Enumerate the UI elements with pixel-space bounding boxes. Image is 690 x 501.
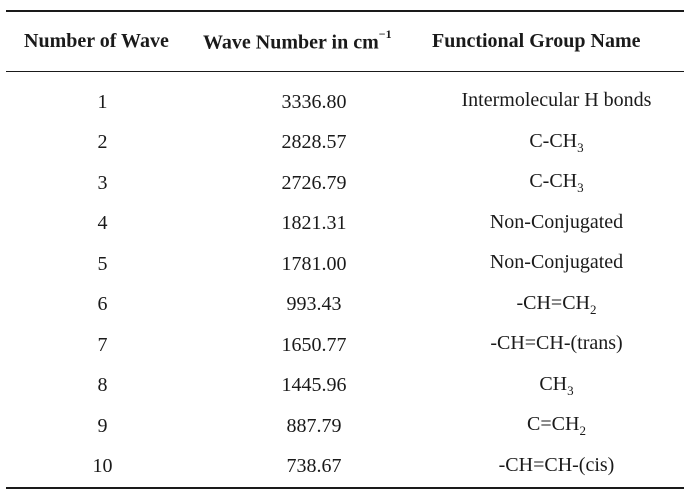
group-subscript: 3 (577, 139, 584, 155)
group-text: -CH=CH-(cis) (498, 453, 615, 476)
wave-number-cell: 1650.77 (281, 333, 347, 356)
wave-index-cell: 5 (97, 252, 108, 275)
group-subscript: 2 (579, 423, 586, 439)
wave-index-cell: 7 (97, 333, 108, 356)
table-row: 10 738.67 -CH=CH-(cis) (6, 447, 684, 488)
table-row: 5 1781.00 Non-Conjugated (6, 244, 684, 285)
functional-group-cell: -CH=CH-(cis) (429, 454, 684, 480)
functional-group-cell: -CH=CH-(trans) (429, 332, 684, 358)
wave-number-cell: 887.79 (286, 414, 342, 437)
functional-group-cell: -CH=CH2 (429, 292, 684, 318)
wave-index-cell: 8 (97, 374, 108, 397)
table-row: 9 887.79 C=CH2 (6, 406, 684, 447)
wave-index-cell: 4 (97, 212, 108, 235)
wave-number-cell: 738.67 (286, 455, 342, 478)
table-header-rule (6, 71, 684, 72)
functional-group-cell: C-CH3 (429, 170, 684, 196)
group-text: C-CH (529, 129, 578, 152)
group-text: Intermolecular H bonds (461, 89, 652, 112)
functional-group-cell: Non-Conjugated (429, 211, 684, 237)
wave-number-cell: 2726.79 (281, 171, 347, 194)
wave-number-cell: 993.43 (286, 293, 342, 316)
wave-index-cell: 6 (97, 293, 108, 316)
table-row: 6 993.43 -CH=CH2 (6, 285, 684, 326)
header-number-of-wave: Number of Wave (24, 30, 169, 52)
wave-number-cell: 1445.96 (281, 374, 347, 397)
header-wave-number-exponent: −1 (378, 27, 392, 41)
table-bottom-rule (6, 487, 684, 489)
table-top-rule (6, 10, 684, 12)
wave-index-cell: 10 (92, 455, 113, 478)
wave-index-cell: 9 (97, 414, 108, 437)
table-body: 1 3336.80 Intermolecular H bonds 2 2828.57 C… (6, 82, 684, 487)
table-row: 8 1445.96 CH3 (6, 366, 684, 407)
header-wave-number-text: Wave Number in cm (203, 31, 379, 54)
wave-number-cell: 1821.31 (281, 212, 347, 235)
table-row: 4 1821.31 Non-Conjugated (6, 204, 684, 245)
group-subscript: 2 (590, 301, 597, 317)
table-row: 1 3336.80 Intermolecular H bonds (6, 82, 684, 123)
group-text: C=CH (527, 413, 580, 436)
header-functional-group: Functional Group Name (432, 30, 641, 52)
group-text: -CH=CH (516, 291, 590, 314)
functional-group-cell: C-CH3 (429, 130, 684, 156)
group-text: C-CH (529, 170, 578, 193)
functional-group-cell: Non-Conjugated (429, 251, 684, 277)
group-text: CH (539, 372, 568, 395)
functional-group-cell: C=CH2 (429, 413, 684, 439)
functional-group-cell: Intermolecular H bonds (429, 89, 684, 115)
group-text: Non-Conjugated (489, 210, 624, 233)
group-subscript: 3 (577, 180, 584, 196)
group-text: -CH=CH-(trans) (490, 332, 623, 355)
table-row: 7 1650.77 -CH=CH-(trans) (6, 325, 684, 366)
functional-group-cell: CH3 (429, 373, 684, 399)
wave-number-cell: 2828.57 (281, 131, 347, 154)
table-row: 2 2828.57 C-CH3 (6, 123, 684, 164)
wave-number-cell: 1781.00 (281, 252, 347, 275)
wave-number-cell: 3336.80 (281, 90, 347, 113)
group-text: Non-Conjugated (489, 251, 624, 274)
wave-index-cell: 2 (97, 131, 108, 154)
table-row: 3 2726.79 C-CH3 (6, 163, 684, 204)
group-subscript: 3 (567, 382, 574, 398)
wave-index-cell: 3 (97, 171, 108, 194)
wave-index-cell: 1 (97, 90, 108, 113)
header-wave-number: Wave Number in cm−1 (203, 27, 392, 55)
